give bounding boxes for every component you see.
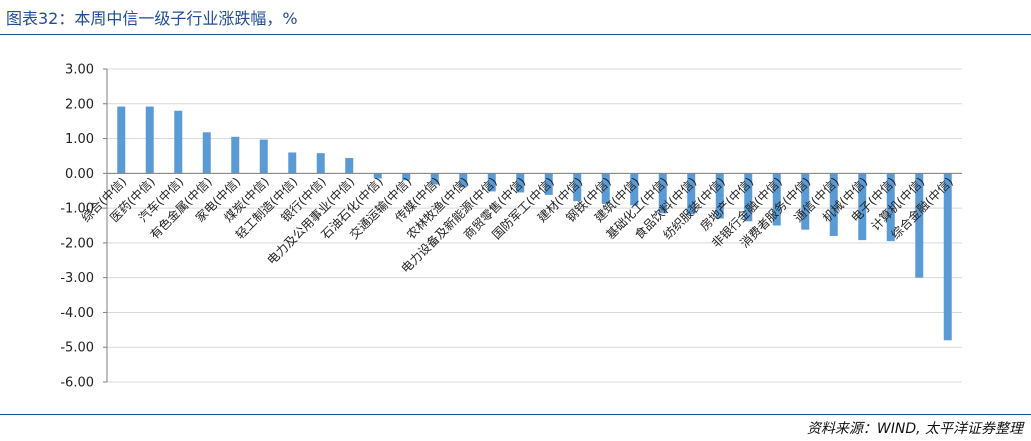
bottom-divider — [0, 414, 1031, 415]
y-tick-label: -1.00 — [60, 202, 94, 217]
category-labels: 综合(中信)医药(中信)汽车(中信)有色金属(中信)家电(中信)煤炭(中信)轻工… — [78, 174, 956, 276]
bars — [107, 106, 962, 341]
bar — [516, 173, 525, 193]
bar — [288, 152, 297, 174]
figure-title: 图表32：本周中信一级子行业涨跌幅，% — [6, 9, 298, 28]
bar — [744, 173, 753, 222]
bar — [117, 106, 126, 174]
y-tick-label: 1.00 — [65, 132, 94, 147]
source-note: 资料来源：WIND, 太平洋证券整理 — [806, 421, 1023, 437]
bar — [316, 153, 325, 174]
bar — [886, 173, 895, 242]
bar — [715, 173, 724, 219]
bar — [943, 173, 952, 341]
bar — [829, 173, 838, 236]
bar — [658, 173, 667, 214]
y-tick-label: 3.00 — [65, 63, 94, 78]
y-tick-label: -3.00 — [60, 271, 94, 286]
bar — [630, 173, 639, 206]
top-divider — [0, 34, 1031, 35]
y-axis: 3.00 2.00 1.00 0.00 -1.00 -2.00 -3.00 -4.00 -5.0… — [60, 63, 108, 391]
bar — [345, 158, 354, 174]
bar — [915, 173, 924, 278]
bar — [858, 173, 867, 241]
bar — [259, 139, 268, 174]
y-tick-label: -2.00 — [60, 236, 94, 251]
bar — [373, 173, 382, 179]
y-tick-label: -5.00 — [60, 341, 94, 356]
bar — [202, 132, 211, 174]
bar — [544, 173, 553, 195]
y-tick-label: 2.00 — [65, 97, 94, 112]
bar — [459, 173, 468, 188]
bar — [772, 173, 781, 226]
bar — [145, 106, 154, 174]
bar — [231, 136, 240, 174]
bar — [402, 173, 411, 181]
bar — [601, 173, 610, 204]
y-tick-label: -6.00 — [60, 376, 94, 391]
y-tick-label: 0.00 — [65, 167, 94, 182]
bar — [487, 173, 496, 192]
bar — [687, 173, 696, 215]
bar — [801, 173, 810, 230]
bar — [430, 173, 439, 185]
y-tick-label: -4.00 — [60, 306, 94, 321]
bar — [573, 173, 582, 202]
bar — [174, 110, 183, 174]
